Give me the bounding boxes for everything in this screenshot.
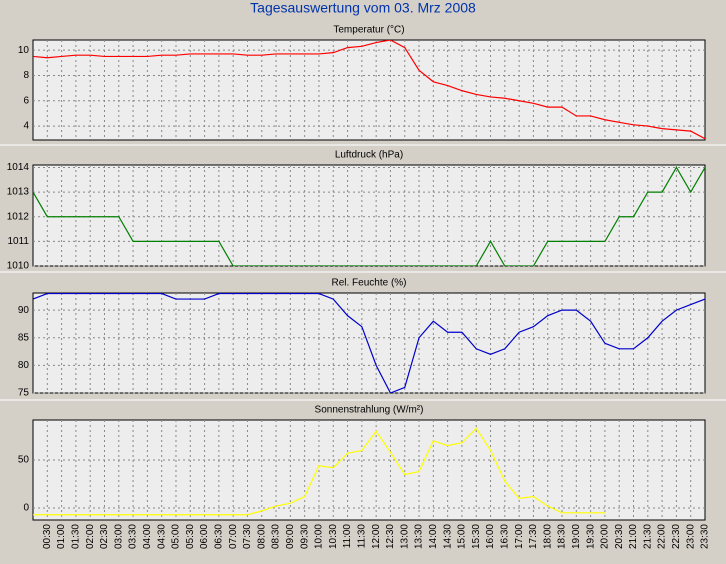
x-tick-label: 17:30: [528, 524, 539, 549]
page-title: Tagesauswertung vom 03. Mrz 2008: [250, 0, 476, 16]
x-tick-label: 02:00: [85, 524, 96, 549]
y-tick-label: 6: [23, 95, 29, 106]
x-tick-label: 03:30: [128, 524, 139, 549]
x-tick-label: 19:30: [585, 524, 596, 549]
x-tick-label: 01:00: [56, 524, 67, 549]
x-tick-label: 18:30: [557, 524, 568, 549]
y-tick-label: 4: [23, 121, 29, 132]
x-tick-label: 08:00: [256, 524, 267, 549]
plot-area: [32, 419, 706, 521]
x-tick-label: 05:00: [171, 524, 182, 549]
x-tick-label: 06:00: [199, 524, 210, 549]
x-tick-label: 04:30: [156, 524, 167, 549]
x-tick-label: 19:00: [571, 524, 582, 549]
x-tick-label: 06:30: [214, 524, 225, 549]
y-tick-label: 1011: [7, 236, 29, 247]
y-tick-label: 80: [18, 360, 30, 371]
plot-area: [32, 164, 706, 267]
y-tick-label: 1012: [7, 211, 30, 222]
x-tick-label: 21:30: [642, 524, 653, 549]
data-line: [33, 427, 605, 516]
x-tick-label: 02:30: [99, 524, 110, 549]
x-tick-label: 16:00: [485, 524, 496, 549]
y-tick-label: 8: [23, 70, 29, 81]
x-tick-label: 15:00: [457, 524, 468, 549]
x-tick-label: 11:00: [342, 524, 353, 549]
panel-title: Sonnenstrahlung (W/m²): [315, 405, 424, 416]
x-tick-label: 13:30: [414, 524, 425, 549]
y-tick-label: 75: [18, 388, 30, 399]
y-tick-label: 90: [18, 305, 30, 316]
x-tick-label: 22:00: [657, 524, 668, 549]
x-tick-label: 23:30: [700, 524, 711, 549]
x-tick-label: 20:00: [600, 524, 611, 549]
panel-title: Luftdruck (hPa): [335, 150, 403, 161]
x-tick-label: 12:30: [385, 524, 396, 549]
y-tick-label: 1013: [7, 187, 30, 198]
x-tick-label: 09:30: [299, 524, 310, 549]
x-tick-label: 07:30: [242, 524, 253, 549]
x-tick-label: 01:30: [71, 524, 82, 549]
x-tick-label: 08:30: [271, 524, 282, 549]
data-line: [33, 293, 705, 393]
panel-title: Rel. Feuchte (%): [331, 278, 406, 289]
x-tick-label: 23:00: [685, 524, 696, 549]
x-tick-label: 12:00: [371, 524, 382, 549]
data-line: [33, 40, 705, 140]
x-tick-label: 04:00: [142, 524, 153, 549]
y-tick-label: 1010: [7, 261, 30, 272]
x-tick-label: 07:00: [228, 524, 239, 549]
y-tick-label: 10: [18, 45, 30, 56]
x-tick-label: 09:00: [285, 524, 296, 549]
y-tick-label: 0: [23, 503, 29, 514]
x-tick-label: 10:30: [328, 524, 339, 549]
x-tick-label: 10:00: [314, 524, 325, 549]
x-tick-label: 18:00: [542, 524, 553, 549]
x-tick-label: 11:30: [356, 524, 367, 549]
x-tick-label: 00:30: [42, 524, 53, 549]
x-tick-label: 15:30: [471, 524, 482, 549]
plot-area: [32, 39, 706, 141]
y-tick-label: 1014: [7, 162, 30, 173]
x-tick-label: 13:00: [399, 524, 410, 549]
y-tick-label: 50: [18, 455, 30, 466]
x-tick-label: 14:30: [442, 524, 453, 549]
x-tick-label: 17:00: [514, 524, 525, 549]
x-tick-label: 20:30: [614, 524, 625, 549]
x-tick-label: 16:30: [499, 524, 510, 549]
data-line: [33, 166, 705, 266]
panel-title: Temperatur (°C): [333, 25, 404, 36]
x-tick-label: 03:00: [113, 524, 124, 549]
x-tick-label: 22:30: [671, 524, 682, 549]
x-tick-label: 21:00: [628, 524, 639, 549]
x-tick-label: 14:00: [428, 524, 439, 549]
x-tick-label: 05:30: [185, 524, 196, 549]
y-tick-label: 85: [18, 332, 30, 343]
